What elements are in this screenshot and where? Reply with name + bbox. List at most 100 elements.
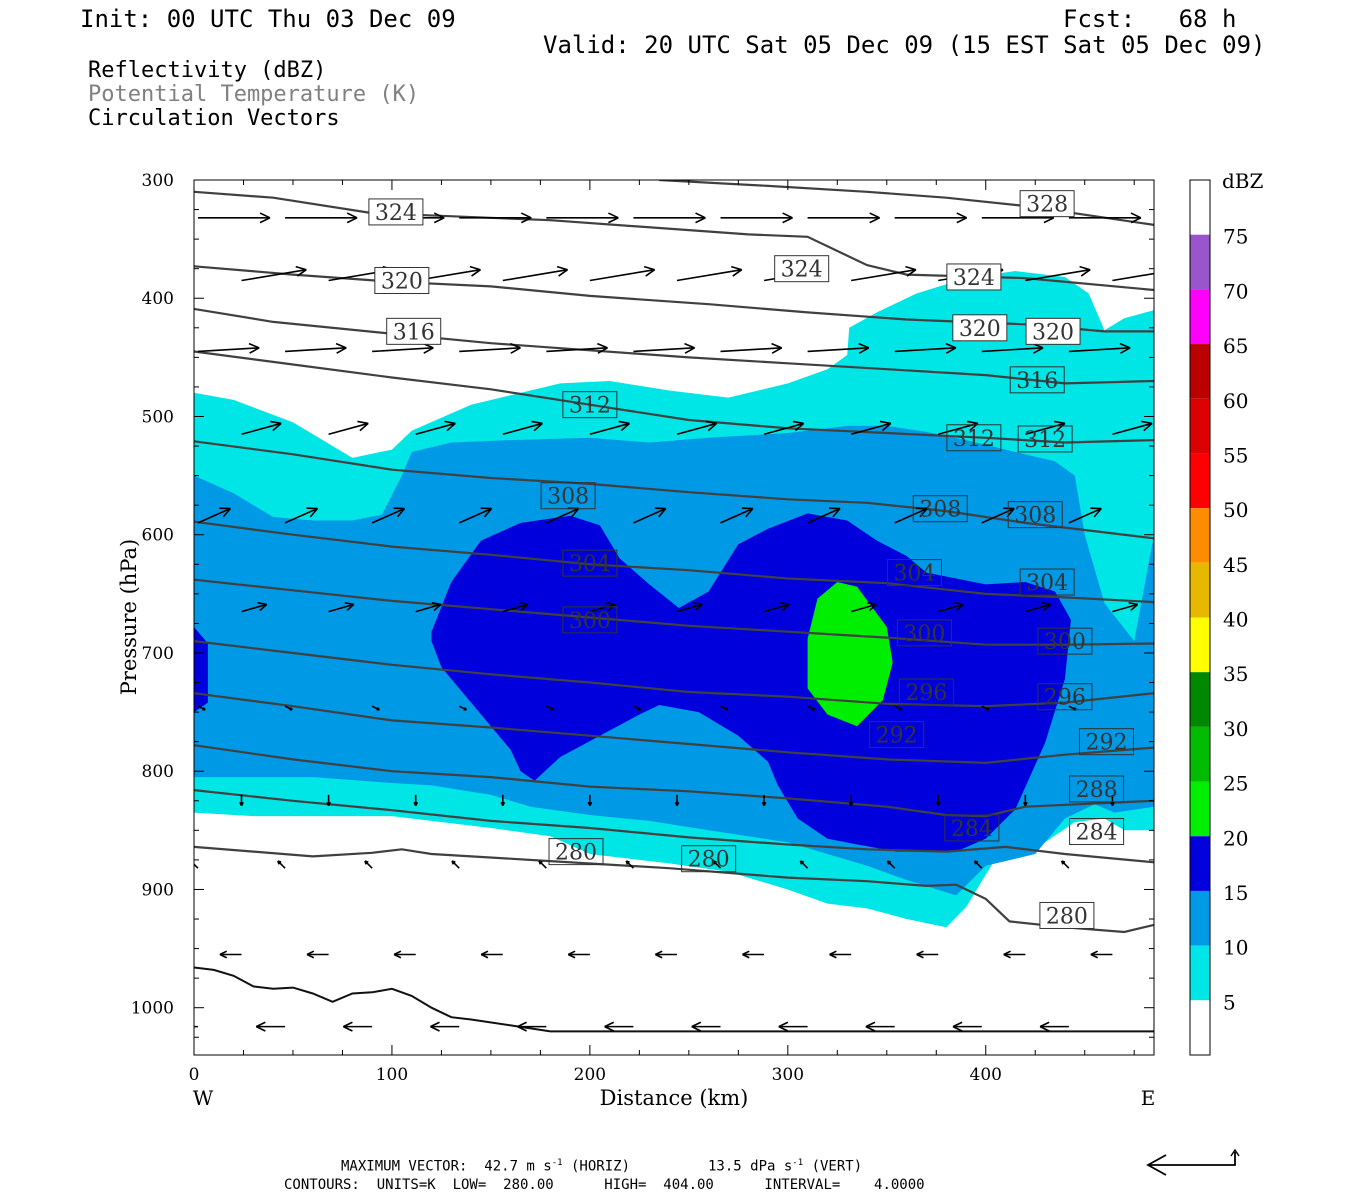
contour-label: 324: [774, 255, 830, 283]
contour-label-box: [869, 721, 925, 749]
vector-shaft: [894, 507, 928, 524]
theta-contour-312: [194, 350, 1154, 444]
y-tick-label: 900: [142, 880, 174, 900]
colorbar-tick-label: 60: [1223, 389, 1248, 413]
contour-label-text: 284: [1076, 821, 1118, 846]
vector-head: [597, 342, 608, 349]
wind-vector: [1110, 794, 1115, 807]
east-label: E: [1141, 1086, 1156, 1110]
wind-vector: [633, 705, 642, 711]
unit-exp-1: -1: [551, 1158, 563, 1168]
vector-head: [956, 217, 968, 224]
vector-shaft: [850, 603, 877, 613]
vector-head: [431, 602, 442, 606]
wind-vector: [676, 265, 743, 282]
vector-head: [868, 603, 877, 612]
wind-vector: [393, 950, 416, 959]
vector-head: [433, 212, 445, 219]
contour-label-box: [1007, 501, 1063, 529]
vector-shaft: [1112, 603, 1138, 613]
field-circulation-vectors: Circulation Vectors: [88, 106, 340, 131]
vector-head: [832, 507, 841, 518]
vector-head: [1110, 801, 1114, 807]
vector-head: [336, 347, 347, 354]
reflectivity-fill: [194, 271, 1154, 928]
vector-head: [643, 265, 655, 271]
contour-label-text: 300: [903, 622, 945, 647]
wind-vector: [625, 860, 634, 869]
vector-shaft: [981, 507, 1015, 524]
vector-shaft: [894, 347, 956, 353]
field-potential-temperature: Potential Temperature (K): [88, 82, 420, 107]
vector-head: [618, 420, 630, 425]
contour-label: 312: [946, 424, 1002, 452]
vector-head: [945, 347, 957, 354]
vector-head: [865, 1025, 876, 1032]
colorbar-tick-label: 35: [1223, 662, 1248, 686]
vector-shaft: [720, 507, 754, 524]
colorbar-tick-label: 25: [1223, 772, 1248, 796]
vector-head: [1022, 801, 1027, 807]
vector-head: [483, 507, 493, 518]
wind-vector: [197, 705, 206, 711]
vector-shaft: [546, 507, 580, 524]
colorbar-frame: [1189, 179, 1211, 1056]
y-tick-label: 700: [142, 644, 174, 664]
wind-vector: [916, 950, 939, 959]
contour-label-box: [952, 314, 1008, 342]
max-vector-horiz: MAXIMUM VECTOR: 42.7 m s: [341, 1158, 552, 1175]
vector-shaft: [720, 347, 782, 353]
wind-vector: [850, 602, 877, 613]
vector-head: [396, 507, 406, 518]
colorbar-tick-label: 15: [1223, 881, 1248, 905]
wind-vector: [894, 705, 903, 711]
vector-head: [771, 347, 783, 354]
vector-head: [433, 603, 442, 612]
vector-head: [518, 602, 529, 606]
wind-vector: [1068, 342, 1131, 354]
contour-label-box: [562, 606, 618, 634]
colorbar-tick-label: 55: [1223, 443, 1248, 467]
max-vector-line: MAXIMUM VECTOR: 42.7 m s-1 (HORIZ) 13.5 d…: [341, 1158, 862, 1175]
vector-shaft: [1025, 603, 1051, 613]
vector-head: [655, 950, 663, 956]
wind-vector: [676, 602, 703, 613]
vector-shaft: [676, 268, 742, 282]
vector-head: [306, 953, 315, 959]
vector-head: [1061, 860, 1066, 863]
vector-shaft: [328, 603, 355, 613]
vector-head: [1003, 950, 1011, 956]
contour-label-box: [946, 424, 1002, 452]
vector-shaft: [372, 347, 434, 353]
wind-vector: [1112, 272, 1154, 282]
x-tick-label: 100: [376, 1065, 408, 1085]
contour-label-box: [1009, 366, 1065, 394]
wind-vector: [952, 1021, 982, 1032]
colorbar-segment: [1190, 945, 1210, 1001]
contour-label: 300: [1037, 627, 1093, 655]
contour-label-box: [374, 267, 430, 295]
contour-label-box: [1037, 683, 1093, 711]
vector-head: [430, 1025, 440, 1032]
contour-label: 312: [562, 391, 618, 419]
vector-head: [277, 860, 282, 863]
wind-vector: [285, 342, 347, 354]
vector-head: [761, 801, 765, 807]
vector-head: [778, 1021, 789, 1028]
vector-head: [444, 420, 456, 425]
vector-head: [800, 860, 805, 863]
vector-head: [865, 1021, 876, 1028]
vector-head: [905, 265, 917, 271]
vector-head: [658, 507, 667, 518]
vector-head: [433, 217, 445, 224]
contour-label-text: 316: [1016, 369, 1058, 394]
contour-label-box: [896, 619, 952, 647]
contour-label: 304: [886, 559, 942, 587]
vector-head: [219, 950, 228, 956]
vector-head: [259, 212, 271, 219]
wind-vector: [413, 794, 419, 807]
colorbar-segment: [1190, 672, 1210, 727]
contour-label-box: [562, 549, 618, 577]
colorbar-segment: [1190, 344, 1210, 399]
vector-head: [430, 1021, 440, 1028]
